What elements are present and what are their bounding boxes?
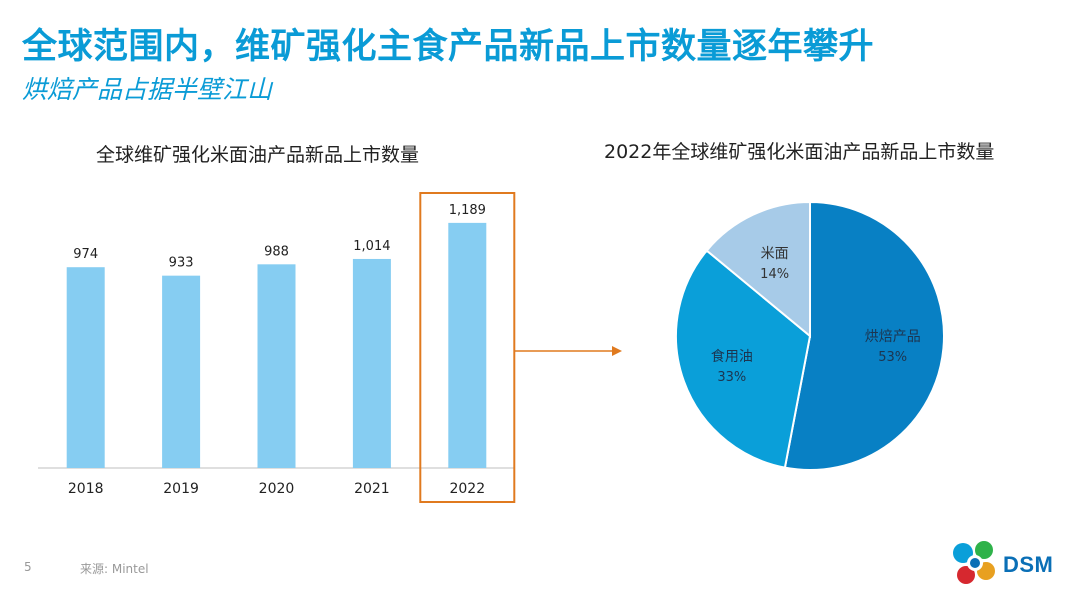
x-tick-label-2020: 2020 — [259, 481, 295, 497]
bar-value-label-2022: 1,189 — [449, 203, 486, 218]
bar-2022 — [448, 222, 487, 468]
bar-value-label-2019: 933 — [169, 256, 194, 271]
dsm-logo-text: DSM — [1003, 552, 1054, 577]
pie-value-label-1: 33% — [717, 370, 746, 385]
page-number: 5 — [24, 560, 32, 574]
x-tick-label-2022: 2022 — [449, 481, 485, 497]
pie-slice-0 — [783, 200, 945, 471]
pie-label-2: 米面 — [761, 246, 789, 262]
bar-2018 — [66, 267, 105, 468]
slide-subtitle: 烘焙产品占据半壁江山 — [22, 75, 273, 104]
bar-2021 — [352, 258, 391, 468]
bar-value-label-2018: 974 — [73, 247, 98, 262]
bar-chart-title: 全球维矿强化米面油产品新品上市数量 — [96, 144, 420, 166]
slide-title: 全球范围内，维矿强化主食产品新品上市数量逐年攀升 — [22, 27, 875, 67]
pie-value-label-0: 53% — [878, 350, 907, 365]
x-tick-label-2021: 2021 — [354, 481, 390, 497]
source-note: 来源: Mintel — [80, 562, 149, 576]
highlight-box-2022 — [419, 192, 516, 503]
connector-arrow-head — [612, 346, 622, 356]
pie-slice-1 — [675, 249, 812, 469]
bar-value-label-2020: 988 — [264, 244, 289, 259]
pie-slice-2 — [705, 200, 811, 339]
x-tick-label-2019: 2019 — [163, 481, 199, 497]
bar-2020 — [257, 264, 296, 468]
pie-value-label-2: 14% — [760, 267, 789, 282]
pie-chart-title: 2022年全球维矿强化米面油产品新品上市数量 — [604, 141, 995, 163]
x-tick-label-2018: 2018 — [68, 481, 104, 497]
pie-label-0: 烘焙产品 — [865, 329, 921, 345]
bar-2019 — [162, 275, 201, 468]
pie-label-1: 食用油 — [711, 348, 753, 365]
bar-value-label-2021: 1,014 — [353, 239, 390, 254]
